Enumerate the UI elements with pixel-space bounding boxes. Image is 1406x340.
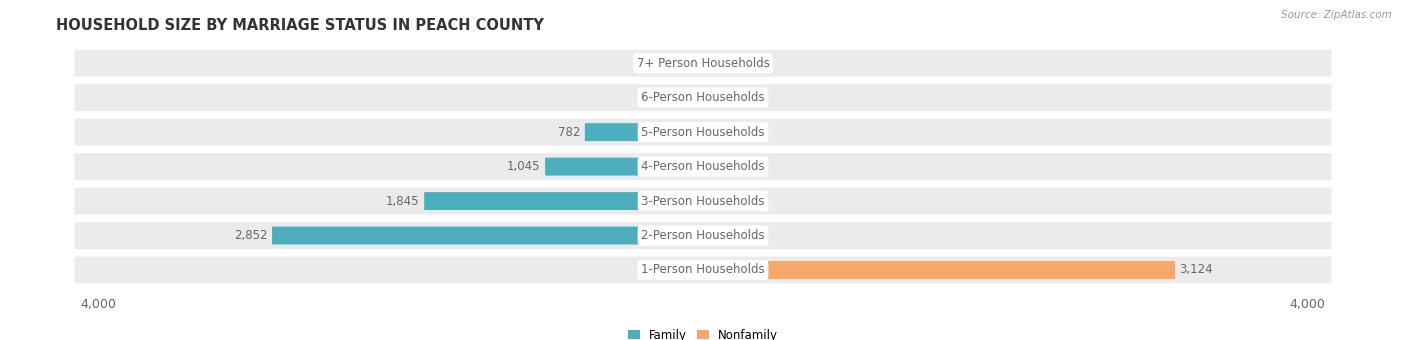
Text: 6-Person Households: 6-Person Households — [641, 91, 765, 104]
FancyBboxPatch shape — [75, 188, 1331, 215]
Text: 7+ Person Households: 7+ Person Households — [637, 57, 769, 70]
Text: 5-Person Households: 5-Person Households — [641, 126, 765, 139]
Text: 1,045: 1,045 — [508, 160, 540, 173]
FancyBboxPatch shape — [546, 158, 703, 175]
FancyBboxPatch shape — [75, 257, 1331, 284]
FancyBboxPatch shape — [703, 226, 714, 244]
FancyBboxPatch shape — [75, 222, 1331, 249]
FancyBboxPatch shape — [75, 119, 1331, 146]
FancyBboxPatch shape — [685, 54, 703, 72]
Text: 1-Person Households: 1-Person Households — [641, 264, 765, 276]
FancyBboxPatch shape — [682, 89, 703, 107]
Text: 2-Person Households: 2-Person Households — [641, 229, 765, 242]
Text: 2,852: 2,852 — [233, 229, 267, 242]
Text: 119: 119 — [725, 194, 748, 207]
Text: 0: 0 — [707, 126, 714, 139]
FancyBboxPatch shape — [703, 158, 713, 175]
Text: 1,845: 1,845 — [387, 194, 419, 207]
Text: 3,124: 3,124 — [1180, 264, 1213, 276]
Text: 118: 118 — [658, 57, 681, 70]
Text: 139: 139 — [655, 91, 678, 104]
Text: Source: ZipAtlas.com: Source: ZipAtlas.com — [1281, 10, 1392, 20]
Text: 68: 68 — [718, 160, 733, 173]
Text: 72: 72 — [718, 229, 734, 242]
FancyBboxPatch shape — [425, 192, 703, 210]
FancyBboxPatch shape — [75, 50, 1331, 76]
Legend: Family, Nonfamily: Family, Nonfamily — [628, 329, 778, 340]
FancyBboxPatch shape — [703, 261, 1175, 279]
FancyBboxPatch shape — [585, 123, 703, 141]
Text: 0: 0 — [707, 91, 714, 104]
Text: 0: 0 — [707, 57, 714, 70]
FancyBboxPatch shape — [703, 192, 721, 210]
FancyBboxPatch shape — [271, 226, 703, 244]
Text: 782: 782 — [558, 126, 581, 139]
FancyBboxPatch shape — [75, 153, 1331, 180]
FancyBboxPatch shape — [75, 84, 1331, 111]
Text: 0: 0 — [692, 264, 699, 276]
Text: HOUSEHOLD SIZE BY MARRIAGE STATUS IN PEACH COUNTY: HOUSEHOLD SIZE BY MARRIAGE STATUS IN PEA… — [56, 18, 544, 33]
Text: 3-Person Households: 3-Person Households — [641, 194, 765, 207]
Text: 4-Person Households: 4-Person Households — [641, 160, 765, 173]
